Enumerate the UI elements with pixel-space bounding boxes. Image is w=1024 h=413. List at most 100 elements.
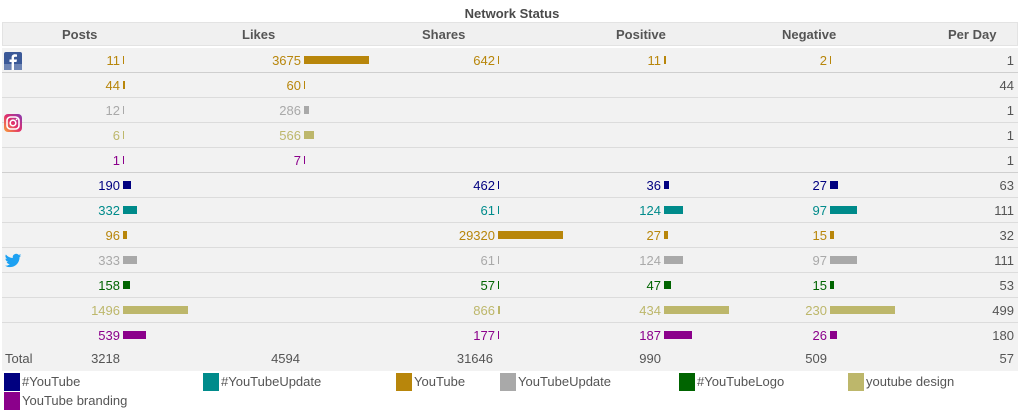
bar-positive: [664, 206, 683, 214]
cell-per-day: 53: [999, 278, 1014, 293]
legend-label: YouTube branding: [22, 393, 128, 408]
bar-negative: [830, 181, 838, 189]
total-positive: 990: [639, 351, 661, 366]
table-row: [2, 98, 1018, 123]
total-label: Total: [5, 351, 33, 366]
legend-swatch: [203, 373, 219, 391]
bar-negative: [830, 206, 857, 214]
bar-positive: [664, 181, 669, 189]
bar-posts: [123, 156, 124, 164]
cell-positive: 47: [646, 278, 661, 293]
cell-per-day: 44: [999, 78, 1014, 93]
bar-likes: [304, 106, 309, 114]
bar-posts: [123, 81, 125, 89]
bar-likes: [304, 156, 305, 164]
cell-shares: 57: [480, 278, 495, 293]
legend-label: youtube design: [866, 374, 955, 389]
cell-posts: 190: [98, 178, 120, 193]
bar-shares: [498, 206, 499, 214]
bar-positive: [664, 331, 692, 339]
bar-positive: [664, 306, 729, 314]
column-header-posts: Posts: [62, 27, 98, 42]
cell-positive: 36: [646, 178, 661, 193]
bar-posts: [123, 106, 124, 114]
legend-swatch: [4, 373, 20, 391]
cell-negative: 15: [812, 228, 827, 243]
cell-negative: 26: [812, 328, 827, 343]
table-row: [2, 173, 1018, 198]
column-header-likes: Likes: [242, 27, 276, 42]
cell-per-day: 1: [1006, 103, 1014, 118]
bar-posts: [123, 131, 124, 139]
column-header-per-day: Per Day: [948, 27, 997, 42]
cell-posts: 332: [98, 203, 120, 218]
table-row: [2, 248, 1018, 273]
facebook-icon: [4, 51, 22, 70]
cell-likes: 7: [293, 153, 301, 168]
table-row: [2, 323, 1018, 348]
bar-negative: [830, 281, 834, 289]
bar-shares: [498, 56, 499, 64]
bar-posts: [123, 256, 137, 264]
cell-per-day: 111: [994, 203, 1014, 218]
bar-posts: [123, 281, 130, 289]
total-likes: 4594: [271, 351, 300, 366]
total-posts: 3218: [91, 351, 120, 366]
cell-positive: 124: [639, 253, 661, 268]
bar-posts: [123, 331, 146, 339]
total-row: [2, 347, 1018, 371]
bar-shares: [498, 306, 500, 314]
cell-per-day: 1: [1006, 153, 1014, 168]
group-separator: [2, 172, 1018, 173]
bar-negative: [830, 256, 857, 264]
group-separator: [2, 72, 1018, 73]
cell-negative: 230: [805, 303, 827, 318]
legend-label: YouTubeUpdate: [518, 374, 612, 389]
bar-posts: [123, 181, 131, 189]
cell-shares: 462: [473, 178, 495, 193]
cell-posts: 158: [98, 278, 120, 293]
cell-shares: 642: [473, 53, 495, 68]
cell-positive: 11: [647, 53, 662, 68]
cell-posts: 333: [98, 253, 120, 268]
cell-per-day: 499: [992, 303, 1014, 318]
cell-per-day: 63: [999, 178, 1014, 193]
legend-label: #YouTube: [22, 374, 81, 389]
bar-negative: [830, 56, 831, 64]
cell-positive: 124: [639, 203, 661, 218]
cell-posts: 6: [112, 128, 120, 143]
cell-posts: 1496: [91, 303, 120, 318]
bar-likes: [304, 131, 314, 139]
cell-posts: 1: [112, 153, 120, 168]
total-shares: 31646: [456, 351, 493, 366]
cell-positive: 27: [646, 228, 661, 243]
twitter-icon: [4, 252, 22, 270]
table-row: [2, 123, 1018, 148]
cell-posts: 96: [105, 228, 120, 243]
cell-negative: 97: [812, 253, 827, 268]
legend-swatch: [500, 373, 516, 391]
bar-posts: [123, 231, 127, 239]
bar-likes: [304, 56, 369, 64]
table-row: [2, 273, 1018, 298]
cell-likes: 286: [279, 103, 301, 118]
bar-posts: [123, 56, 124, 64]
column-header-shares: Shares: [422, 27, 466, 42]
legend: #YouTube #YouTubeUpdate YouTube YouTubeUpda…: [0, 373, 1020, 411]
cell-per-day: 1: [1006, 128, 1014, 143]
cell-negative: 97: [812, 203, 827, 218]
cell-posts: 44: [105, 78, 120, 93]
column-header-positive: Positive: [616, 27, 666, 42]
cell-shares: 29320: [458, 228, 495, 243]
cell-negative: 15: [812, 278, 827, 293]
cell-per-day: 180: [992, 328, 1014, 343]
cell-shares: 61: [480, 203, 495, 218]
header-row: [2, 22, 1018, 46]
legend-label: #YouTubeUpdate: [221, 374, 322, 389]
column-header-negative: Negative: [782, 27, 837, 42]
cell-positive: 187: [639, 328, 661, 343]
table-row: [2, 148, 1018, 173]
chart-title: Network Status: [464, 6, 560, 21]
cell-posts: 12: [105, 103, 120, 118]
bar-shares: [498, 181, 499, 189]
